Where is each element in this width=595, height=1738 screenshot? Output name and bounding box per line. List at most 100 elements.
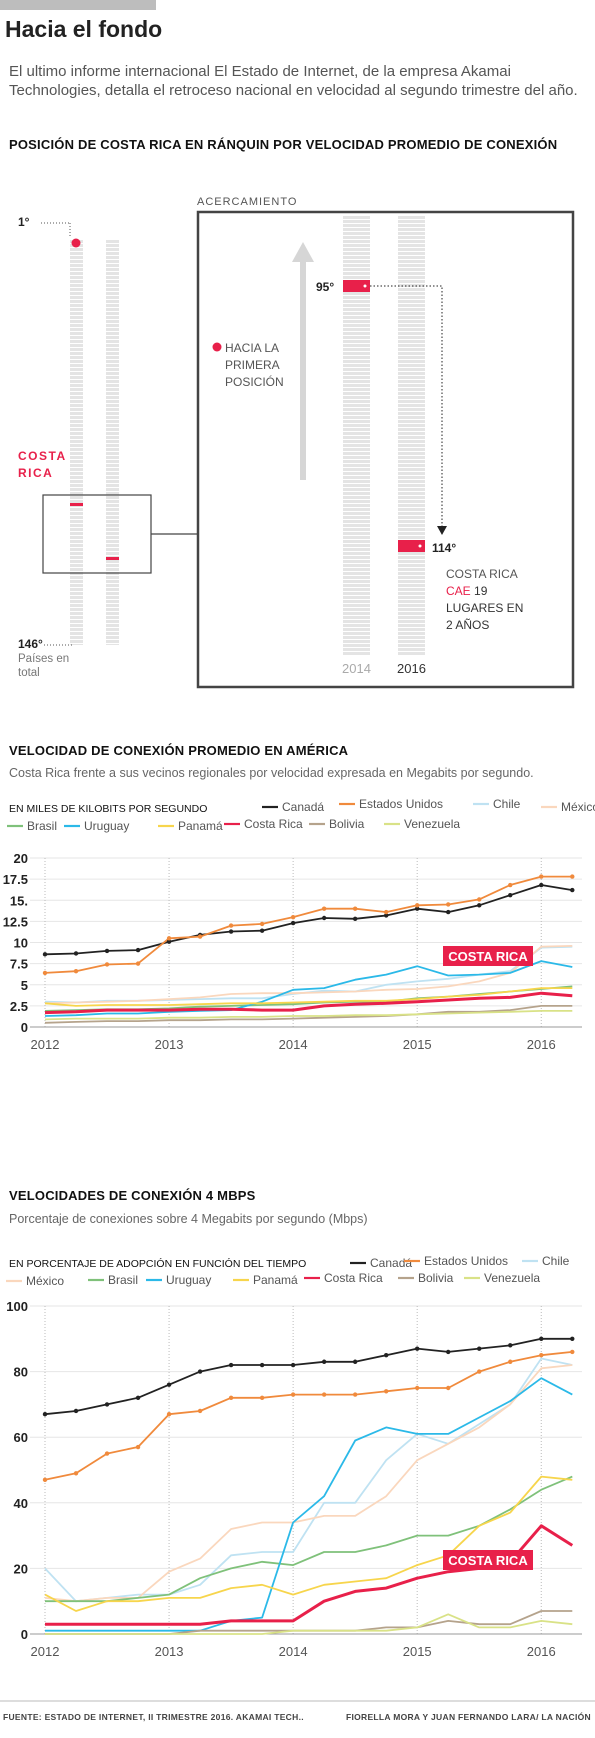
chart-unit-label: EN MILES DE KILOBITS POR SEGUNDO: [9, 803, 207, 815]
note-line-1: COSTA RICA: [446, 567, 518, 581]
y-tick-label: 100: [6, 1299, 28, 1314]
legend-item-panama: Panamá: [253, 1273, 298, 1287]
y-tick-label: 40: [14, 1496, 28, 1511]
series-line-uruguay: [44, 960, 573, 1017]
top-accent-bar: [0, 0, 156, 10]
series-line-canada: [44, 884, 573, 956]
rank-2016-label: 114°: [432, 541, 456, 555]
data-point-canada: [570, 887, 575, 893]
overview-bar-2016: [106, 240, 119, 645]
legend-item-bolivia: Bolivia: [418, 1271, 454, 1285]
data-point-canada: [73, 1408, 79, 1414]
bottom-caption-1: Países en: [18, 653, 69, 665]
data-point-estados-unidos: [508, 1359, 513, 1364]
y-tick-label: 5: [21, 978, 28, 993]
data-point-estados-unidos: [477, 1369, 482, 1374]
series-line-brasil: [45, 1475, 573, 1603]
data-point-canada: [414, 906, 420, 911]
series-line-bolivia: [44, 1004, 573, 1024]
series-line-venezuela: [45, 1613, 573, 1635]
data-point-canada: [508, 1343, 513, 1348]
x-tick-label: 2012: [31, 1644, 60, 1659]
x-tick-label: 2013: [155, 1037, 184, 1052]
data-point-estados-unidos: [508, 882, 513, 888]
rank-marker-2016-dot: [418, 544, 422, 548]
data-point-canada: [477, 1346, 482, 1351]
data-point-canada: [42, 1412, 48, 1417]
country-label-2: RICA: [18, 466, 53, 480]
costa-rica-badge-label: COSTA RICA: [448, 1553, 528, 1568]
legend-item-bolivia: Bolivia: [329, 817, 365, 831]
bottom-rank-label: 146°: [18, 637, 43, 651]
data-point-estados-unidos: [42, 970, 48, 976]
legend-item-brasil: Brasil: [108, 1273, 138, 1287]
footer-credit: FIORELLA MORA Y JUAN FERNANDO LARA/ LA N…: [345, 1712, 591, 1722]
x-tick-label: 2014: [279, 1037, 308, 1052]
series-line-panama: [44, 1475, 573, 1612]
data-point-estados-unidos: [259, 921, 265, 927]
series-line-chile: [44, 1357, 573, 1603]
adoption-subtitle: Porcentaje de conexiones sobre 4 Megabit…: [9, 1212, 368, 1226]
x-tick-label: 2015: [403, 1037, 432, 1052]
rank-marker-2014: [343, 280, 370, 292]
y-tick-label: 7.5: [10, 957, 28, 972]
series-line-costa-rica: [45, 1524, 574, 1626]
data-point-canada: [104, 1402, 110, 1407]
data-point-canada: [166, 939, 172, 944]
legend-item-uruguay: Uruguay: [166, 1273, 211, 1287]
y-tick-label: 12.5: [3, 914, 28, 929]
data-point-estados-unidos: [42, 1477, 48, 1483]
data-point-estados-unidos: [570, 874, 575, 879]
data-point-estados-unidos: [104, 1451, 110, 1456]
speed-title: VELOCIDAD DE CONEXIÓN PROMEDIO EN AMÉRIC…: [9, 743, 349, 758]
y-tick-label: 17.5: [3, 872, 28, 887]
x-tick-label: 2016: [527, 1644, 556, 1659]
x-tick-label: 2014: [279, 1644, 308, 1659]
data-point-estados-unidos: [290, 1392, 296, 1397]
zoom-bar-2016: [398, 216, 425, 656]
data-point-estados-unidos: [539, 874, 544, 879]
data-point-estados-unidos: [321, 1392, 327, 1397]
legend-line-1: HACIA LA: [225, 341, 279, 355]
country-label-1: COSTA: [18, 449, 67, 463]
costa-rica-badge: [443, 946, 533, 966]
data-point-canada: [446, 909, 451, 915]
zoom-label: ACERCAMIENTO: [197, 196, 297, 208]
data-point-canada: [321, 915, 327, 921]
series-line-estados-unidos: [44, 875, 573, 974]
y-tick-label: 10: [14, 936, 28, 951]
data-point-estados-unidos: [383, 1389, 389, 1394]
legend-line-3: POSICIÓN: [225, 374, 284, 389]
legend-item-chile: Chile: [542, 1254, 570, 1268]
data-point-canada: [166, 1382, 172, 1387]
legend-item-venezuela: Venezuela: [484, 1271, 540, 1285]
legend-item-estados-unidos: Estados Unidos: [359, 797, 443, 811]
footer-source: FUENTE: ESTADO DE INTERNET, II TRIMESTRE…: [3, 1712, 304, 1722]
page-title: Hacia el fondo: [5, 16, 163, 42]
note-fall-word: CAE: [446, 584, 471, 598]
adoption-chart: EN PORCENTAJE DE ADOPCIÓN EN FUNCIÓN DEL…: [6, 1254, 582, 1659]
data-point-estados-unidos: [352, 906, 358, 911]
overview-bar-2014: [70, 240, 83, 645]
top-position-dot: [71, 238, 81, 248]
data-point-canada: [539, 882, 544, 888]
zoom-panel: [196, 210, 575, 689]
data-point-estados-unidos: [352, 1392, 358, 1397]
data-point-estados-unidos: [73, 969, 79, 974]
legend-item-uruguay: Uruguay: [84, 819, 129, 833]
overview-marker-2016: [106, 557, 119, 560]
series-line-canada: [44, 1337, 573, 1416]
bottom-caption-2: total: [18, 667, 40, 679]
up-arrow-shaft: [300, 258, 306, 480]
data-point-canada: [414, 1346, 420, 1351]
series-line-uruguay: [45, 1377, 573, 1632]
rank-marker-2016: [398, 540, 425, 552]
rank-2014-label: 95°: [316, 280, 334, 294]
series-line-panama: [44, 987, 573, 1007]
legend-item-canada: Canadá: [282, 800, 324, 814]
data-point-estados-unidos: [321, 906, 327, 911]
data-point-canada: [73, 951, 79, 956]
data-point-estados-unidos: [135, 1444, 141, 1450]
y-tick-label: 0: [21, 1020, 28, 1035]
data-point-canada: [228, 929, 234, 934]
